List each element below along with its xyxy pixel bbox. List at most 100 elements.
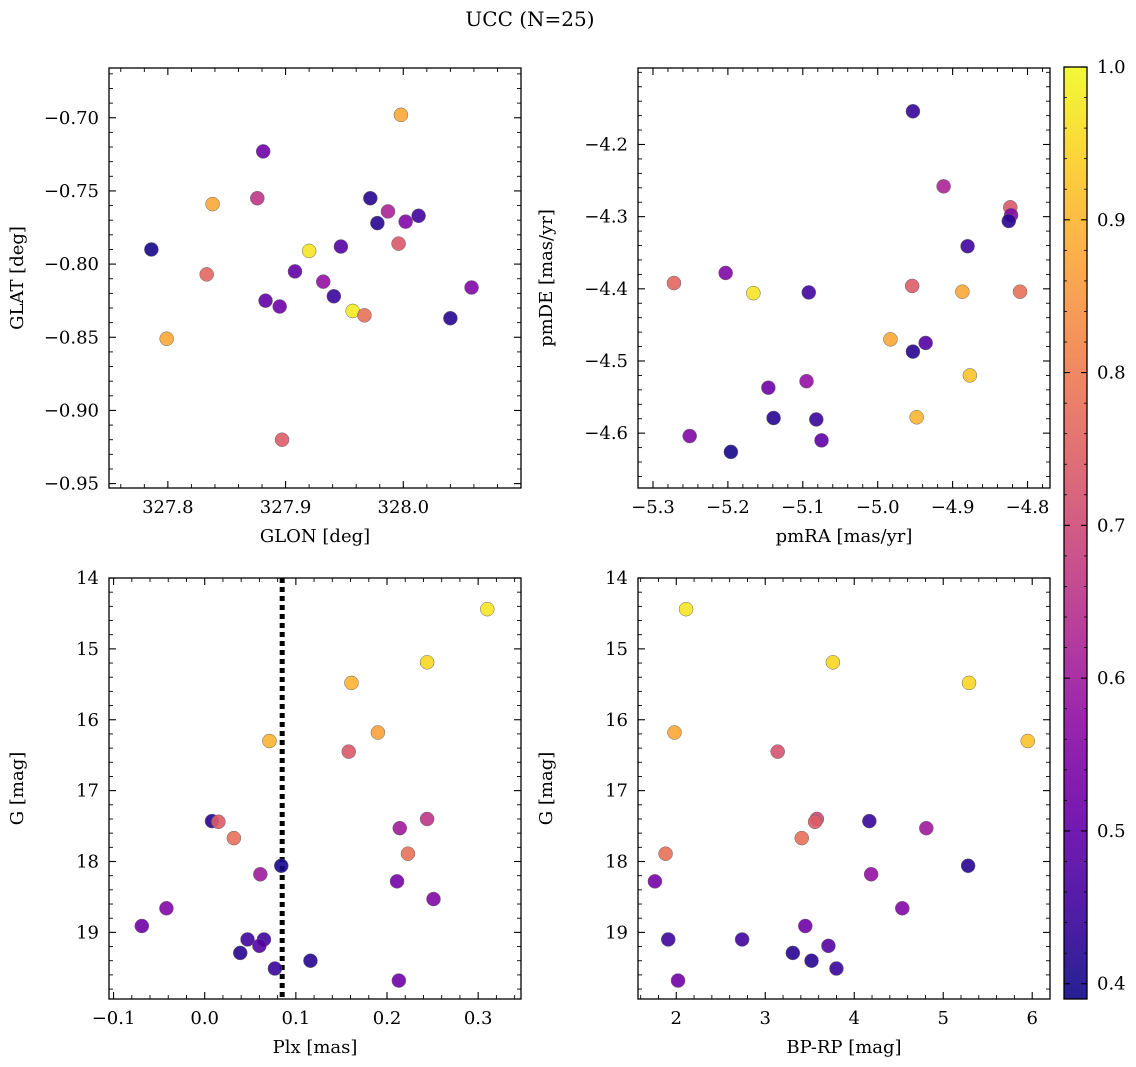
x-tick-label: 328.0 bbox=[378, 497, 430, 518]
scatter-point bbox=[274, 858, 289, 874]
x-axis-label: pmRA [mas/yr] bbox=[776, 526, 913, 547]
scatter-point bbox=[419, 811, 435, 827]
panels: 327.8 327.9 328.0 −0.70 −0.75 −0.80 −0.85 −0.90… bbox=[7, 67, 1051, 1058]
scatter-point bbox=[825, 655, 841, 670]
scatter-point bbox=[370, 725, 386, 740]
y-tick-label: 15 bbox=[605, 639, 628, 660]
scatter-point bbox=[821, 938, 836, 954]
x-axis-label: GLON [deg] bbox=[260, 526, 370, 547]
scatter-point bbox=[380, 204, 396, 219]
x-tick-label: 327.9 bbox=[260, 497, 312, 518]
colorbar-gradient bbox=[1063, 66, 1088, 1000]
colorbar-tick-label: 0.8 bbox=[1097, 363, 1126, 384]
scatter-point bbox=[267, 961, 283, 976]
x-tick-label: 0.0 bbox=[190, 1008, 219, 1029]
scatter-point bbox=[909, 410, 924, 425]
scatter-point bbox=[205, 196, 220, 212]
scatter-point bbox=[391, 236, 406, 251]
scatter-point bbox=[798, 918, 813, 934]
points bbox=[144, 107, 479, 447]
figure-title: UCC (N=25) bbox=[465, 7, 594, 31]
scatter-point bbox=[770, 744, 785, 759]
x-tick-label: 6 bbox=[1026, 1008, 1037, 1029]
y-tick-label: −0.95 bbox=[44, 474, 99, 495]
y-tick-label: −0.85 bbox=[44, 327, 99, 348]
scatter-point bbox=[905, 344, 921, 359]
scatter-point bbox=[814, 433, 829, 448]
scatter-point bbox=[804, 953, 819, 968]
y-axis-label: GLAT [deg] bbox=[7, 226, 28, 330]
y-tick-label: −0.75 bbox=[44, 181, 99, 202]
y-tick-label: −0.90 bbox=[44, 400, 99, 421]
scatter-point bbox=[144, 242, 159, 257]
points bbox=[666, 104, 1028, 460]
x-tick-label: −5.1 bbox=[781, 497, 825, 518]
scatter-point bbox=[262, 733, 277, 749]
scatter-point bbox=[233, 945, 248, 961]
scatter-point bbox=[883, 332, 898, 347]
scatter-point bbox=[905, 104, 921, 119]
scatter-point bbox=[734, 932, 750, 947]
scatter-point bbox=[211, 814, 226, 830]
scatter-point bbox=[918, 335, 933, 351]
scatter-point bbox=[666, 275, 682, 291]
y-tick-label: −4.3 bbox=[584, 207, 628, 228]
x-tick-label: −4.9 bbox=[931, 497, 975, 518]
scatter-point bbox=[863, 867, 879, 882]
scatter-point bbox=[389, 874, 405, 889]
y-axis-label: G [mag] bbox=[536, 752, 557, 825]
scatter-point bbox=[807, 814, 823, 830]
scatter-point bbox=[682, 428, 697, 444]
scatter-point bbox=[411, 208, 426, 224]
colorbar: 0.4 0.5 0.6 0.7 0.8 0.9 1.0 bbox=[1063, 57, 1126, 1000]
colorbar-tick-label: 0.5 bbox=[1097, 821, 1126, 842]
colorbar-tick-label: 0.6 bbox=[1097, 668, 1126, 689]
scatter-point bbox=[159, 331, 174, 346]
scatter-point bbox=[240, 932, 255, 947]
x-tick-label: −4.8 bbox=[1006, 497, 1050, 518]
axes-frame bbox=[637, 577, 1051, 1000]
scatter-point bbox=[253, 867, 268, 882]
y-tick-label: 19 bbox=[605, 922, 628, 943]
y-axis-label: pmDE [mas/yr] bbox=[536, 209, 557, 347]
panel-3: −0.1 0.0 0.1 0.2 0.3 14 15 16 17 18 19 Plx [mas] G [… bbox=[7, 568, 522, 1058]
points bbox=[647, 601, 1036, 988]
colorbar-tick-label: 0.9 bbox=[1097, 210, 1126, 231]
scatter-point bbox=[960, 238, 975, 254]
scatter-point bbox=[746, 285, 761, 301]
colorbar-tick-label: 0.4 bbox=[1097, 974, 1126, 995]
y-tick-label: 18 bbox=[76, 852, 99, 873]
scatter-point bbox=[678, 601, 694, 617]
y-tick-label: 17 bbox=[605, 781, 628, 802]
scatter-point bbox=[718, 265, 733, 281]
scatter-point bbox=[250, 190, 265, 206]
scatter-point bbox=[159, 901, 174, 916]
scatter-point bbox=[393, 107, 409, 123]
scatter-point bbox=[274, 432, 290, 447]
scatter-point bbox=[761, 380, 776, 395]
x-tick-label: 0.3 bbox=[464, 1008, 493, 1029]
axes-frame bbox=[637, 67, 1051, 489]
y-tick-label: −4.2 bbox=[584, 134, 628, 155]
scatter-point bbox=[794, 830, 809, 846]
scatter-point bbox=[661, 932, 676, 947]
scatter-point bbox=[398, 214, 413, 229]
scatter-point bbox=[341, 744, 356, 759]
colorbar-tick-label: 0.7 bbox=[1097, 515, 1126, 536]
x-axis-label: BP-RP [mag] bbox=[786, 1037, 901, 1058]
x-tick-label: 0.2 bbox=[373, 1008, 402, 1029]
scatter-point bbox=[333, 239, 349, 254]
scatter-point bbox=[962, 368, 978, 383]
x-tick-label: −0.1 bbox=[92, 1008, 136, 1029]
scatter-point bbox=[895, 901, 910, 916]
panel-2: −5.3 −5.2 −5.1 −5.0 −4.9 −4.8 −4.2 −4.3 −4.4 −4.5… bbox=[536, 67, 1051, 547]
scatter-point bbox=[400, 846, 416, 861]
x-tick-label: 5 bbox=[937, 1008, 948, 1029]
x-tick-label: 3 bbox=[760, 1008, 771, 1029]
points bbox=[134, 601, 495, 988]
scatter-point bbox=[658, 846, 673, 861]
y-tick-label: −0.70 bbox=[44, 108, 99, 129]
scatter-point bbox=[258, 293, 273, 308]
scatter-point bbox=[960, 858, 976, 874]
